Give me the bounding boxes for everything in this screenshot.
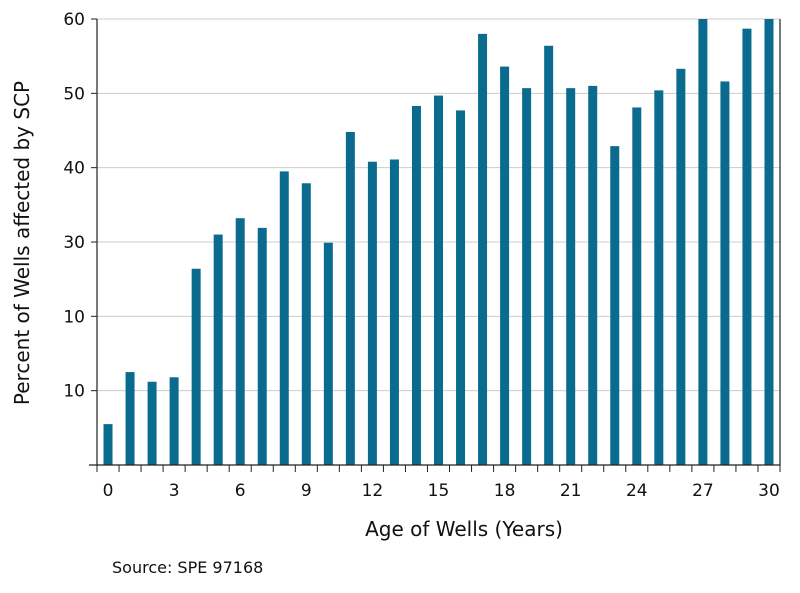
x-tick-label: 21 — [560, 481, 582, 501]
y-tick-label: 30 — [63, 233, 85, 253]
source-note: Source: SPE 97168 — [112, 558, 264, 577]
bar-age-21 — [566, 88, 576, 465]
tick-labels: 10 10 30 40 50 60 0 3 6 9 12 15 18 21 24 27 30 — [63, 10, 779, 501]
bar-age-14 — [411, 105, 421, 465]
y-tick-label: 60 — [63, 10, 85, 30]
bar-age-20 — [544, 45, 554, 465]
bar-age-4 — [191, 268, 201, 465]
bar-age-17 — [478, 33, 488, 465]
x-axis-title: Age of Wells (Years) — [365, 517, 563, 541]
bar-age-25 — [654, 90, 664, 466]
x-tick-label: 24 — [626, 481, 648, 501]
bar-age-27 — [698, 19, 708, 465]
x-tick-label: 6 — [235, 481, 246, 501]
x-tick-label: 30 — [758, 481, 780, 501]
bar-age-15 — [434, 95, 443, 466]
axes — [89, 18, 781, 472]
y-tick-label: 10 — [63, 307, 85, 327]
x-tick-label: 9 — [301, 481, 312, 501]
bar-age-30 — [764, 19, 774, 465]
x-tick-label: 15 — [428, 481, 450, 501]
y-tick-label: 10 — [63, 382, 85, 402]
bar-age-13 — [389, 159, 399, 466]
bar-age-12 — [367, 161, 377, 465]
bar-age-2 — [147, 381, 157, 465]
bar-age-19 — [522, 88, 532, 465]
bar-age-18 — [500, 66, 510, 465]
x-tick-label: 3 — [169, 481, 180, 501]
y-axis-title: Percent of Wells affected by SCP — [10, 81, 34, 405]
x-tick-label: 27 — [692, 481, 714, 501]
bar-age-0 — [103, 424, 113, 465]
bar-age-6 — [235, 218, 245, 465]
bar-age-1 — [125, 372, 135, 465]
y-tick-label: 40 — [63, 159, 85, 179]
bar-age-10 — [323, 242, 333, 465]
bar-age-23 — [610, 146, 620, 466]
bar-age-5 — [213, 234, 223, 465]
bar-age-11 — [345, 131, 355, 465]
bar-age-24 — [632, 107, 642, 465]
bar-age-9 — [301, 183, 311, 465]
bar-age-28 — [720, 81, 730, 465]
bar-age-3 — [169, 377, 179, 465]
x-tick-label: 0 — [103, 481, 114, 501]
x-tick-label: 18 — [494, 481, 516, 501]
bar-age-26 — [676, 68, 686, 465]
bar-age-29 — [742, 28, 752, 466]
bar-age-8 — [279, 171, 289, 465]
x-tick-label: 12 — [362, 481, 384, 501]
bar-age-16 — [456, 110, 466, 466]
bars — [103, 19, 774, 466]
bar-age-22 — [588, 85, 598, 466]
y-tick-label: 50 — [63, 84, 85, 104]
bar-age-7 — [257, 227, 267, 465]
